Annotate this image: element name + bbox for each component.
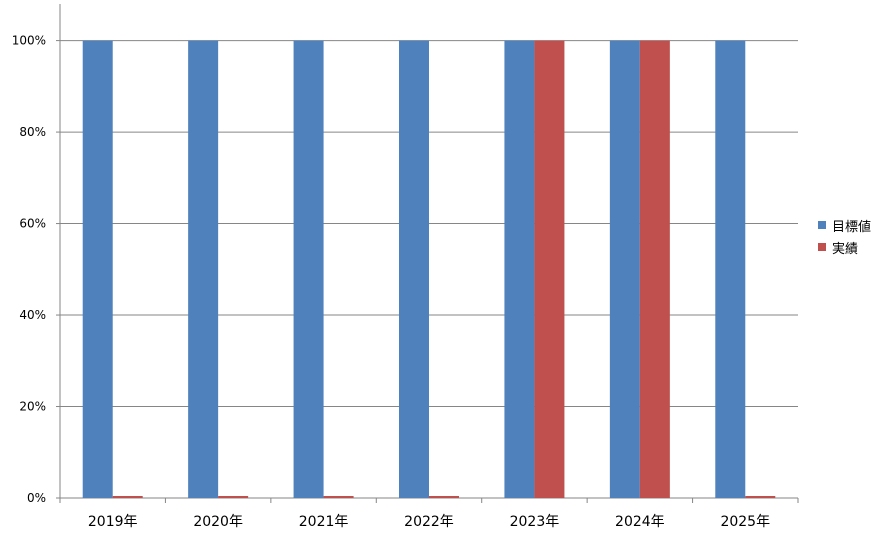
bar-target-2022年 bbox=[399, 40, 429, 499]
y-tick-label: 60% bbox=[19, 217, 46, 231]
legend-swatch-actual bbox=[818, 243, 826, 251]
bar-actual-2019年 bbox=[112, 496, 143, 498]
bar-actual-2023年 bbox=[534, 40, 565, 499]
bar-target-2021年 bbox=[293, 40, 324, 499]
bar-target-2024年 bbox=[609, 40, 640, 499]
bar-target-2025年 bbox=[715, 40, 746, 499]
y-tick-label: 40% bbox=[19, 308, 46, 322]
legend-label-target: 目標値 bbox=[832, 219, 872, 235]
x-tick-label: 2022年 bbox=[404, 514, 454, 530]
chart-legend: 目標値 実績 bbox=[818, 214, 871, 258]
legend-item-target: 目標値 bbox=[818, 214, 871, 236]
x-tick-label: 2021年 bbox=[299, 514, 349, 530]
legend-swatch-target bbox=[818, 221, 826, 229]
legend-label-actual: 実績 bbox=[832, 241, 859, 257]
x-tick-label: 2025年 bbox=[720, 514, 770, 530]
bar-target-2019年 bbox=[82, 40, 113, 499]
y-tick-label: 100% bbox=[12, 34, 46, 48]
y-tick-label: 20% bbox=[19, 400, 46, 414]
x-tick-label: 2023年 bbox=[510, 514, 560, 530]
bar-actual-2025年 bbox=[745, 496, 776, 498]
bar-actual-2024年 bbox=[639, 40, 670, 499]
y-tick-label: 0% bbox=[27, 491, 46, 505]
bar-actual-2021年 bbox=[323, 496, 354, 498]
y-tick-label: 80% bbox=[19, 125, 46, 139]
bar-actual-2022年 bbox=[429, 496, 459, 498]
bar-target-2020年 bbox=[188, 40, 219, 499]
x-tick-label: 2024年 bbox=[615, 514, 665, 530]
x-tick-label: 2020年 bbox=[193, 514, 243, 530]
legend-item-actual: 実績 bbox=[818, 236, 871, 258]
bar-target-2023年 bbox=[504, 40, 535, 499]
bar-actual-2020年 bbox=[218, 496, 249, 498]
x-tick-label: 2019年 bbox=[88, 514, 138, 530]
